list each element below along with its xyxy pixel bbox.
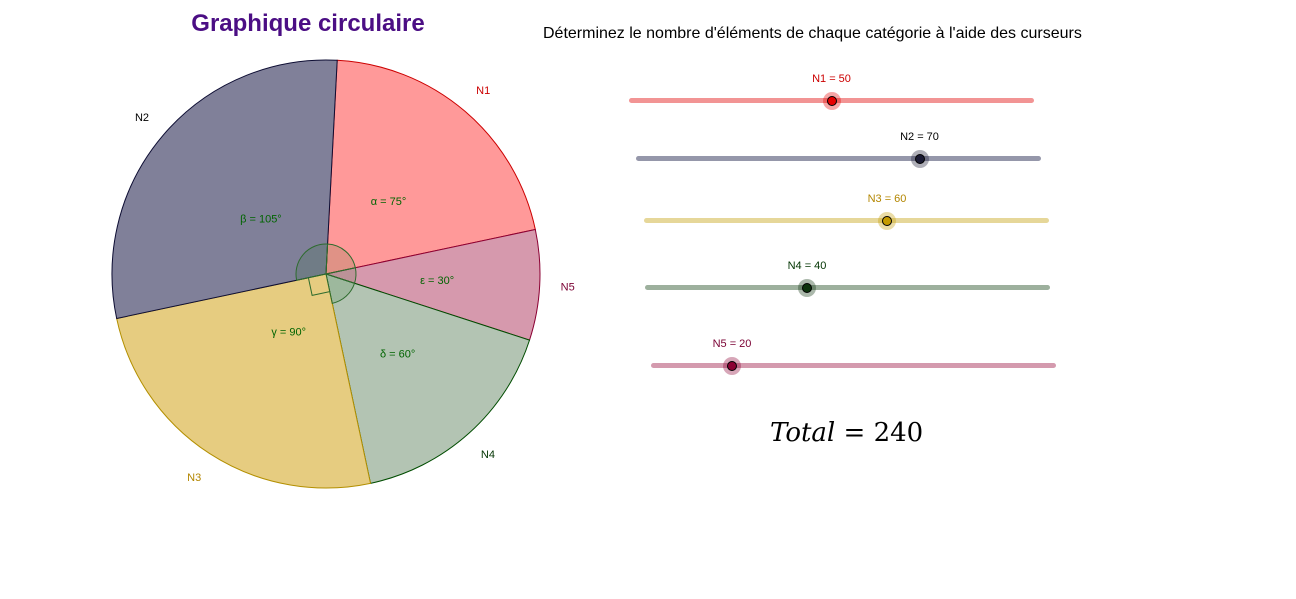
instruction-text: Déterminez le nombre d'éléments de chaqu…	[543, 25, 1082, 42]
slider-n5[interactable]	[651, 349, 1056, 379]
slider-n2-track[interactable]	[636, 156, 1041, 161]
slider-n1-handle[interactable]	[822, 92, 841, 110]
total-label: Total	[770, 418, 836, 448]
angle-label-n5: ε = 30°	[420, 275, 454, 287]
slider-n4-knob[interactable]	[802, 283, 812, 293]
angle-label-n4: δ = 60°	[380, 349, 415, 361]
angle-label-n3: γ = 90°	[271, 326, 306, 338]
slider-n3[interactable]	[644, 204, 1049, 234]
slider-n1[interactable]	[629, 84, 1034, 114]
slider-n4-track[interactable]	[645, 285, 1050, 290]
slider-n3-label: N3 = 60	[867, 193, 907, 205]
pie-slice-n4	[325, 273, 531, 484]
slice-label-n4: N4	[481, 449, 495, 461]
angle-label-n1: α = 75°	[371, 196, 407, 208]
slider-n3-handle[interactable]	[878, 212, 896, 230]
total-equals: =	[843, 418, 866, 448]
slider-n4-handle[interactable]	[798, 279, 816, 297]
slider-n5-knob[interactable]	[727, 361, 737, 371]
angle-marker-n1	[325, 243, 356, 275]
slider-n5-label: N5 = 20	[712, 338, 752, 350]
slider-n3-track[interactable]	[644, 218, 1049, 223]
pie-slice-n2	[111, 59, 338, 320]
angle-marker-n2	[295, 243, 329, 281]
pie-chart: α = 75° N1 ε = 30° N5 δ = 60° N4 γ = 90° N3 β = …	[111, 59, 575, 489]
slider-n1-label: N1 = 50	[812, 73, 851, 85]
slice-label-n5: N5	[561, 282, 575, 294]
slider-n1-knob[interactable]	[826, 96, 837, 106]
slider-n2-handle[interactable]	[910, 150, 929, 168]
slider-n3-knob[interactable]	[882, 216, 892, 226]
pie-slice-n3	[116, 273, 372, 489]
angle-label-n2: β = 105°	[240, 213, 282, 225]
slider-n4[interactable]	[645, 271, 1050, 301]
pie-slice-n5	[324, 228, 541, 341]
pie-slice-n1	[325, 59, 536, 275]
slider-n5-track[interactable]	[651, 363, 1056, 368]
total-value: 240	[873, 418, 924, 448]
angle-marker-n4	[325, 273, 356, 304]
slider-n2-knob[interactable]	[914, 154, 925, 164]
slider-n5-handle[interactable]	[723, 357, 741, 375]
slice-label-n2: N2	[135, 112, 149, 124]
slider-n2-label: N2 = 70	[900, 131, 939, 143]
slice-label-n3: N3	[187, 472, 201, 484]
slider-n4-label: N4 = 40	[787, 260, 827, 272]
chart-title: Graphique circulaire	[191, 10, 425, 37]
slider-n2[interactable]	[636, 142, 1041, 172]
total-readout: Total = 240	[770, 418, 923, 448]
slice-label-n1: N1	[476, 85, 490, 97]
